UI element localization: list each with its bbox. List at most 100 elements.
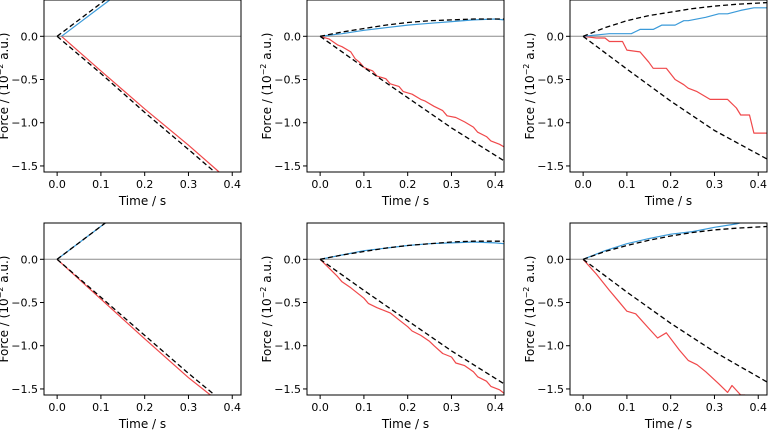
y-tick-label: 0.0 xyxy=(547,253,565,266)
series-line-blue xyxy=(320,18,504,37)
x-tick-label: 0.4 xyxy=(486,401,504,414)
series-line-ref-dashed xyxy=(319,18,504,37)
series-line-ref-dashed xyxy=(319,35,504,162)
series-line-blue xyxy=(582,223,767,260)
y-axis-label: Force / (10−2 a.u.) xyxy=(522,256,537,363)
series-line-ref-dashed xyxy=(56,223,106,260)
plot-frame xyxy=(306,222,505,396)
x-tick-label: 0.2 xyxy=(662,178,680,191)
x-tick-label: 0.1 xyxy=(618,401,636,414)
series-line-red xyxy=(319,35,504,148)
series-line-ref-dashed xyxy=(582,1,767,37)
panel-row1-col2: 0.0 0.1 0.2 0.3 0.4 −1.5 −1.0 −0.5 0.0 Time / s Fo… xyxy=(259,0,505,208)
panel-row1-col3: 0.0 0.1 0.2 0.3 0.4 −1.5 −1.0 −0.5 0.0 Time / s Fo… xyxy=(522,0,768,208)
series-line-ref-dashed xyxy=(56,0,106,37)
x-tick-label: 0.1 xyxy=(92,178,110,191)
series-line-ref-dashed xyxy=(319,258,504,385)
x-tick-label: 0.0 xyxy=(574,401,592,414)
x-tick-label: 0.3 xyxy=(443,178,461,191)
x-tick-label: 0.4 xyxy=(749,178,767,191)
x-tick-label: 0.3 xyxy=(706,178,724,191)
y-tick-label: −0.5 xyxy=(274,297,301,310)
y-axis-label: Force / (10−2 a.u.) xyxy=(0,33,11,140)
y-tick-label: −1.5 xyxy=(11,383,38,396)
series-line-ref-dashed xyxy=(582,225,767,260)
panel-row1-col1: 0.0 0.1 0.2 0.3 0.4 −1.5 −1.0 −0.5 0.0 Time / s Fo… xyxy=(0,0,242,208)
y-tick-label: 0.0 xyxy=(21,30,39,43)
series-line-ref-dashed xyxy=(319,240,504,260)
x-tick-label: 0.3 xyxy=(180,178,198,191)
y-tick-label: −1.5 xyxy=(537,160,564,173)
y-tick-label: −0.5 xyxy=(11,297,38,310)
y-axis-label: Force / (10−2 a.u.) xyxy=(259,256,274,363)
x-tick-label: 0.0 xyxy=(311,401,329,414)
x-axis-label: Time / s xyxy=(644,194,692,208)
series-line-red xyxy=(583,35,767,134)
series-line-red xyxy=(56,258,211,395)
plot-frame xyxy=(569,222,768,396)
y-tick-label: 0.0 xyxy=(284,253,302,266)
x-tick-label: 0.2 xyxy=(399,401,417,414)
x-tick-label: 0.4 xyxy=(223,178,241,191)
plot-frame xyxy=(43,222,242,396)
series-line-ref-dashed xyxy=(56,35,216,172)
panel-row2-col1: 0.0 0.1 0.2 0.3 0.4 −1.5 −1.0 −0.5 0.0 Time / s Fo… xyxy=(0,222,242,430)
x-tick-label: 0.3 xyxy=(443,401,461,414)
x-axis-label: Time / s xyxy=(381,417,429,430)
x-axis-label: Time / s xyxy=(381,194,429,208)
plot-frame xyxy=(43,0,242,173)
y-tick-label: −1.0 xyxy=(11,117,38,130)
plot-frame xyxy=(569,0,768,173)
series-line-red xyxy=(582,258,746,395)
panel-row2-col2: 0.0 0.1 0.2 0.3 0.4 −1.5 −1.0 −0.5 0.0 Time / s Fo… xyxy=(259,222,505,430)
x-tick-label: 0.0 xyxy=(48,401,66,414)
y-tick-label: −0.5 xyxy=(537,297,564,310)
x-axis-label: Time / s xyxy=(644,417,692,430)
y-tick-label: −1.0 xyxy=(11,340,38,353)
y-tick-label: 0.0 xyxy=(284,30,302,43)
y-tick-label: −0.5 xyxy=(274,74,301,87)
x-tick-label: 0.0 xyxy=(574,178,592,191)
y-tick-label: −1.0 xyxy=(274,117,301,130)
series-line-blue xyxy=(319,241,504,260)
series-line-ref-dashed xyxy=(582,258,767,383)
y-tick-label: −0.5 xyxy=(537,74,564,87)
x-tick-label: 0.1 xyxy=(618,178,636,191)
x-tick-label: 0.4 xyxy=(749,401,767,414)
x-tick-label: 0.2 xyxy=(662,401,680,414)
x-tick-label: 0.3 xyxy=(706,401,724,414)
y-axis-label: Force / (10−2 a.u.) xyxy=(259,33,274,140)
series-line-blue xyxy=(61,0,111,37)
y-tick-label: −1.5 xyxy=(11,160,38,173)
series-line-blue xyxy=(583,7,767,37)
x-tick-label: 0.1 xyxy=(92,401,110,414)
x-tick-label: 0.2 xyxy=(399,178,417,191)
x-tick-label: 0.3 xyxy=(180,401,198,414)
x-tick-label: 0.1 xyxy=(355,178,373,191)
y-axis-label: Force / (10−2 a.u.) xyxy=(522,33,537,140)
panel-row2-col3: 0.0 0.1 0.2 0.3 0.4 −1.5 −1.0 −0.5 0.0 Time / s Fo… xyxy=(522,222,768,430)
x-tick-label: 0.4 xyxy=(223,401,241,414)
x-tick-label: 0.0 xyxy=(311,178,329,191)
y-axis-label: Force / (10−2 a.u.) xyxy=(0,256,11,363)
series-line-ref-dashed xyxy=(582,35,767,160)
plot-frame xyxy=(306,0,505,173)
series-line-red xyxy=(61,35,220,172)
y-tick-label: −1.5 xyxy=(274,160,301,173)
y-tick-label: 0.0 xyxy=(547,30,565,43)
y-tick-label: −1.5 xyxy=(537,383,564,396)
x-axis-label: Time / s xyxy=(118,194,166,208)
y-tick-label: −1.5 xyxy=(274,383,301,396)
x-tick-label: 0.0 xyxy=(48,178,66,191)
y-tick-label: 0.0 xyxy=(21,253,39,266)
x-tick-label: 0.1 xyxy=(355,401,373,414)
x-tick-label: 0.4 xyxy=(486,178,504,191)
y-tick-label: −0.5 xyxy=(11,74,38,87)
y-tick-label: −1.0 xyxy=(537,340,564,353)
x-tick-label: 0.2 xyxy=(136,401,154,414)
series-line-ref-dashed xyxy=(56,258,216,395)
y-tick-label: −1.0 xyxy=(537,117,564,130)
x-tick-label: 0.2 xyxy=(136,178,154,191)
x-axis-label: Time / s xyxy=(118,417,166,430)
